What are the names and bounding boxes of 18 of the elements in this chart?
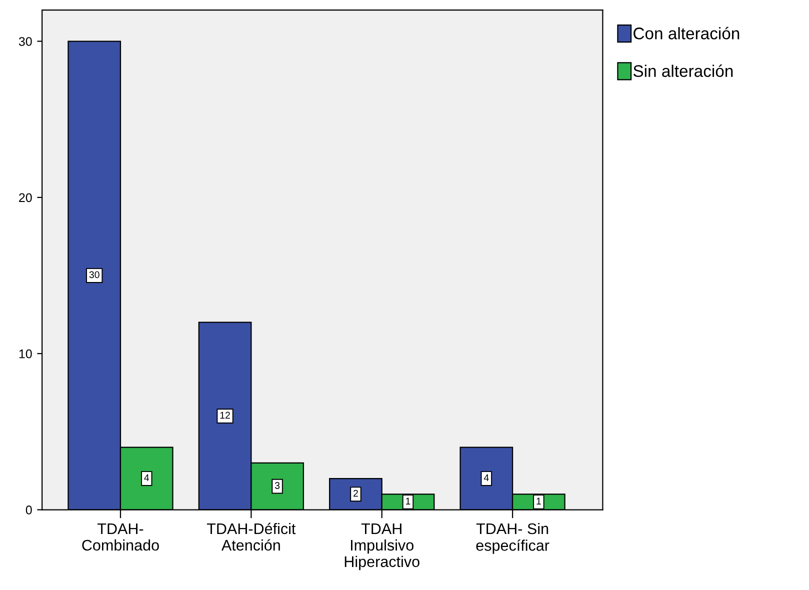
y-tick-label: 30 <box>18 37 32 46</box>
x-tick-label: TDAH-Déficit Atención <box>206 522 296 551</box>
data-label: 1 <box>406 498 410 504</box>
data-label: 30 <box>89 271 100 278</box>
data-label: 2 <box>353 490 358 497</box>
y-tick-label: 10 <box>19 349 32 358</box>
data-label: 12 <box>220 412 230 419</box>
data-label: 3 <box>274 482 280 489</box>
y-tick-label: 0 <box>26 506 32 514</box>
x-tick-label: TDAH- Combinado <box>82 524 159 551</box>
data-label: 4 <box>484 474 489 482</box>
data-label: 1 <box>536 498 541 504</box>
x-tick-label: TDAH Impulsivo Hiperactivo <box>344 524 420 570</box>
legend-label: Con alteración <box>634 26 740 40</box>
x-tick-label: TDAH- Sin específicar <box>476 522 550 554</box>
data-label: 4 <box>144 474 150 482</box>
y-tick-label: 20 <box>19 193 32 202</box>
legend-label: Sin alteración <box>633 64 733 77</box>
